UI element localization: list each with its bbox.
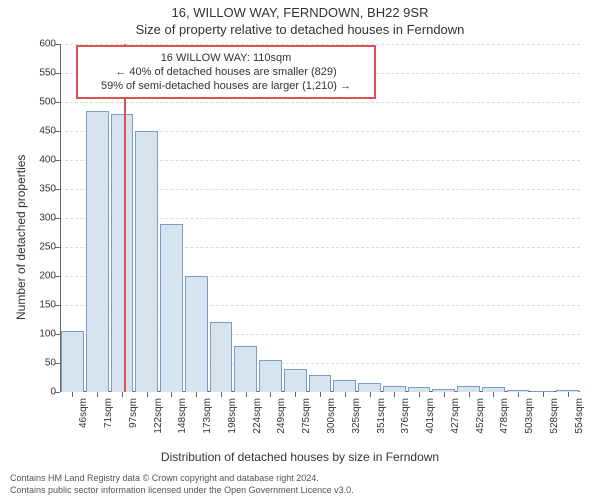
- y-tick-label: 200: [16, 271, 60, 282]
- x-tick-mark: [568, 392, 569, 397]
- x-tick-mark: [493, 392, 494, 397]
- bar: [135, 131, 158, 392]
- bar: [333, 380, 356, 392]
- bar: [358, 383, 381, 392]
- y-tick-label: 250: [16, 242, 60, 253]
- x-tick-mark: [394, 392, 395, 397]
- y-tick-label: 600: [16, 39, 60, 50]
- x-tick-label: 351sqm: [376, 392, 387, 448]
- x-tick-label: 224sqm: [252, 392, 263, 448]
- x-tick-label: 452sqm: [475, 392, 486, 448]
- x-tick-label: 528sqm: [549, 392, 560, 448]
- y-tick-label: 550: [16, 68, 60, 79]
- x-tick-mark: [270, 392, 271, 397]
- x-tick-mark: [171, 392, 172, 397]
- y-tick-label: 300: [16, 213, 60, 224]
- title-line-2: Size of property relative to detached ho…: [0, 21, 600, 38]
- bar: [284, 369, 307, 392]
- y-tick-label: 400: [16, 155, 60, 166]
- x-tick-mark: [122, 392, 123, 397]
- x-tick-mark: [147, 392, 148, 397]
- bar: [259, 360, 282, 392]
- footer-line-2: Contains public sector information licen…: [10, 484, 354, 496]
- x-tick-label: 427sqm: [450, 392, 461, 448]
- x-tick-label: 173sqm: [202, 392, 213, 448]
- x-axis-label: Distribution of detached houses by size …: [0, 450, 600, 464]
- x-tick-label: 198sqm: [227, 392, 238, 448]
- info-line-1: 16 WILLOW WAY: 110sqm: [84, 51, 368, 65]
- title-line-1: 16, WILLOW WAY, FERNDOWN, BH22 9SR: [0, 4, 600, 21]
- x-tick-label: 300sqm: [326, 392, 337, 448]
- x-tick-label: 325sqm: [351, 392, 362, 448]
- x-tick-mark: [518, 392, 519, 397]
- x-tick-label: 46sqm: [78, 392, 89, 448]
- x-tick-label: 554sqm: [574, 392, 585, 448]
- x-tick-mark: [196, 392, 197, 397]
- x-tick-mark: [419, 392, 420, 397]
- x-tick-mark: [246, 392, 247, 397]
- y-tick-label: 350: [16, 184, 60, 195]
- x-tick-label: 275sqm: [301, 392, 312, 448]
- bar: [185, 276, 208, 392]
- x-tick-label: 478sqm: [499, 392, 510, 448]
- x-tick-label: 503sqm: [524, 392, 535, 448]
- x-tick-mark: [345, 392, 346, 397]
- x-tick-mark: [370, 392, 371, 397]
- y-axis-label: Number of detached properties: [14, 155, 28, 320]
- x-tick-mark: [444, 392, 445, 397]
- x-tick-label: 249sqm: [276, 392, 287, 448]
- x-tick-mark: [295, 392, 296, 397]
- gridline: [60, 102, 580, 103]
- y-tick-label: 150: [16, 300, 60, 311]
- x-tick-label: 376sqm: [400, 392, 411, 448]
- y-tick-label: 0: [16, 387, 60, 398]
- x-tick-label: 148sqm: [177, 392, 188, 448]
- bar: [61, 331, 84, 392]
- y-tick-label: 500: [16, 97, 60, 108]
- x-tick-label: 97sqm: [128, 392, 139, 448]
- y-tick-label: 450: [16, 126, 60, 137]
- x-tick-mark: [72, 392, 73, 397]
- bar: [111, 114, 134, 392]
- chart-container: 16, WILLOW WAY, FERNDOWN, BH22 9SR Size …: [0, 0, 600, 500]
- y-tick-label: 100: [16, 329, 60, 340]
- bar: [210, 322, 233, 392]
- footer-line-1: Contains HM Land Registry data © Crown c…: [10, 472, 354, 484]
- x-tick-mark: [543, 392, 544, 397]
- x-tick-label: 122sqm: [153, 392, 164, 448]
- x-tick-mark: [221, 392, 222, 397]
- title-block: 16, WILLOW WAY, FERNDOWN, BH22 9SR Size …: [0, 4, 600, 38]
- y-tick-mark: [55, 392, 60, 393]
- footer: Contains HM Land Registry data © Crown c…: [10, 472, 354, 496]
- info-line-3: 59% of semi-detached houses are larger (…: [84, 79, 368, 93]
- bar: [160, 224, 183, 392]
- x-tick-label: 401sqm: [425, 392, 436, 448]
- x-tick-label: 71sqm: [103, 392, 114, 448]
- info-box: 16 WILLOW WAY: 110sqm ← 40% of detached …: [76, 45, 376, 99]
- x-tick-mark: [469, 392, 470, 397]
- bar: [309, 375, 332, 392]
- bar: [86, 111, 109, 392]
- x-tick-mark: [97, 392, 98, 397]
- y-tick-label: 50: [16, 358, 60, 369]
- bar: [234, 346, 257, 392]
- info-line-2: ← 40% of detached houses are smaller (82…: [84, 65, 368, 79]
- x-tick-mark: [320, 392, 321, 397]
